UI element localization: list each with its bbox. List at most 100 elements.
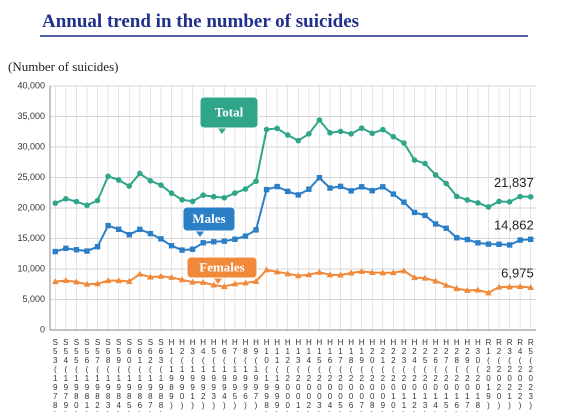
point <box>401 140 407 146</box>
y-tick-label: 5,000 <box>22 294 45 304</box>
point <box>316 117 323 123</box>
point <box>179 196 185 203</box>
value-label: 14,862 <box>494 217 534 232</box>
point <box>506 199 513 205</box>
point <box>390 269 397 276</box>
x-tick-label: H27(2015) <box>442 338 451 412</box>
x-tick-label: H17(2005) <box>336 338 345 412</box>
point <box>316 268 323 275</box>
point <box>432 172 439 178</box>
x-tick-label: H20(2008) <box>368 338 377 412</box>
point <box>422 212 428 219</box>
point <box>400 267 408 274</box>
point <box>326 271 334 278</box>
point <box>168 273 175 280</box>
point <box>358 184 365 190</box>
point <box>221 283 228 290</box>
point <box>306 131 312 137</box>
y-tick-label: 10,000 <box>17 263 45 273</box>
point <box>105 173 111 180</box>
point <box>327 185 333 191</box>
point <box>52 248 58 255</box>
x-tick-label: H8(1996) <box>241 338 250 410</box>
point <box>284 132 291 138</box>
point <box>94 244 101 250</box>
point <box>94 280 101 287</box>
point <box>496 198 502 205</box>
point <box>147 177 154 184</box>
point <box>379 269 387 276</box>
point <box>115 177 122 183</box>
point <box>168 190 175 196</box>
point <box>210 193 217 200</box>
x-tick-label: S57(1982) <box>93 338 102 412</box>
x-tick-label: H22(2010) <box>389 338 398 412</box>
point <box>63 245 69 252</box>
point <box>252 277 260 284</box>
point <box>84 202 90 209</box>
point <box>432 221 439 227</box>
point <box>411 274 418 281</box>
point <box>137 170 143 177</box>
x-tick-label: S62(1987) <box>146 338 155 412</box>
point <box>294 272 302 279</box>
x-tick-label: H26(2014) <box>431 338 440 412</box>
y-tick-label: 20,000 <box>17 202 45 212</box>
x-tick-label: H14(2002) <box>304 338 313 412</box>
point <box>73 198 80 205</box>
x-tick-label: H16(2004) <box>325 338 334 412</box>
chart-title: Annual trend in the number of suicides <box>42 11 359 32</box>
point <box>443 225 449 231</box>
point <box>380 126 386 133</box>
point <box>358 125 365 131</box>
point <box>157 272 165 279</box>
point <box>274 183 280 190</box>
point <box>527 193 534 200</box>
point <box>62 276 70 283</box>
point <box>189 198 196 205</box>
callout <box>199 96 259 129</box>
series-line <box>54 176 531 253</box>
point <box>125 277 133 284</box>
point <box>105 222 111 229</box>
x-tick-label: R3(2021) <box>505 338 514 410</box>
x-tick-label: H28(2016) <box>452 338 461 412</box>
point <box>517 193 523 200</box>
x-tick-label: H21(2009) <box>378 338 387 412</box>
point <box>432 277 439 284</box>
x-tick-label: H18(2006) <box>347 338 356 412</box>
x-tick-label: H4(1992) <box>199 338 208 410</box>
point <box>274 125 280 132</box>
point <box>211 239 217 245</box>
point <box>337 183 344 190</box>
y-tick-label: 35,000 <box>17 111 45 121</box>
point <box>63 196 69 202</box>
value-label: 6,975 <box>501 265 534 280</box>
series-line <box>55 268 531 294</box>
x-tick-label: H29(2017) <box>463 338 472 412</box>
point <box>316 175 323 181</box>
x-tick-label: H13(2001) <box>294 338 303 412</box>
point <box>369 130 376 137</box>
point <box>464 286 471 293</box>
x-tick-label: H24(2012) <box>410 338 419 412</box>
callout-pointer <box>213 277 223 284</box>
point <box>495 283 503 290</box>
value-label: 21,837 <box>494 175 534 190</box>
callout <box>182 206 236 232</box>
x-tick-label: H23(2011) <box>399 338 408 412</box>
x-tick-label: S63(1988) <box>156 338 165 412</box>
x-tick-label: R5(2023) <box>526 338 535 410</box>
x-tick-label: R2(2020) <box>495 338 504 410</box>
point <box>242 186 249 192</box>
point <box>137 226 143 233</box>
point <box>104 277 112 284</box>
point <box>94 197 101 204</box>
x-tick-label: H10(1998) <box>262 338 271 412</box>
x-tick-label: H25(2013) <box>421 338 430 412</box>
x-tick-label: H19(2007) <box>357 338 366 412</box>
x-tick-label: S56(1981) <box>82 338 91 412</box>
point <box>168 243 175 249</box>
point <box>253 178 259 185</box>
point <box>115 277 122 284</box>
